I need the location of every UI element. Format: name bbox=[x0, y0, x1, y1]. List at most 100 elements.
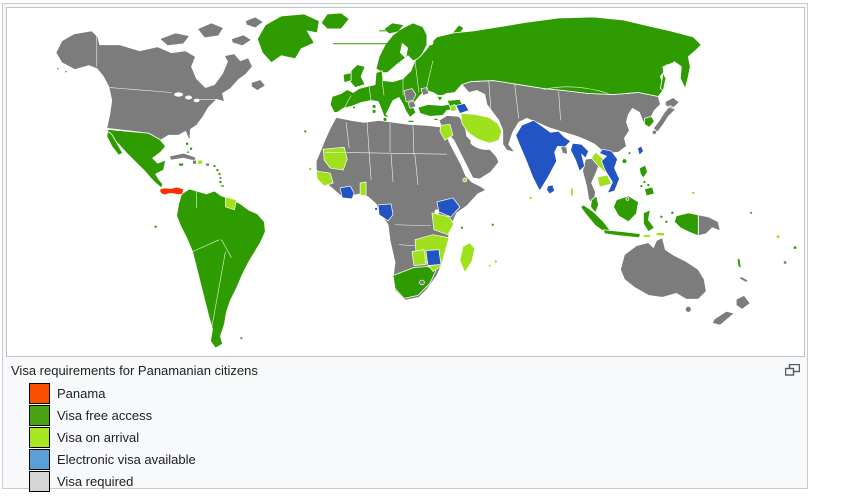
visa-free-overlays bbox=[352, 96, 655, 299]
region-greenland bbox=[256, 13, 320, 64]
region-balkans-gray bbox=[403, 88, 417, 109]
evisa-swatch bbox=[29, 449, 50, 471]
region-java bbox=[603, 229, 641, 239]
region-cuba bbox=[169, 152, 196, 162]
legend-label: Visa on arrival bbox=[57, 429, 140, 445]
sea-of-okhotsk bbox=[662, 62, 680, 85]
region-timor bbox=[656, 232, 665, 237]
visa-on-arrival-regions bbox=[197, 104, 781, 273]
region-crimea bbox=[436, 96, 444, 102]
region-south-america bbox=[176, 188, 266, 349]
region-png-west bbox=[673, 212, 699, 237]
region-comoros bbox=[459, 225, 464, 230]
region-japan bbox=[652, 97, 680, 133]
region-seychelles bbox=[490, 222, 495, 227]
region-azerbaijan bbox=[455, 103, 470, 114]
region-panama bbox=[159, 186, 184, 196]
region-arctic-islands bbox=[159, 16, 264, 47]
region-south-korea bbox=[644, 115, 655, 128]
region-india bbox=[515, 120, 571, 192]
visa-on-arrival-swatch bbox=[29, 427, 50, 449]
visa-required-overlays bbox=[218, 87, 630, 286]
world-map bbox=[55, 12, 798, 349]
map-image[interactable] bbox=[6, 7, 805, 357]
region-senegal-area bbox=[315, 170, 334, 187]
region-moldova bbox=[420, 87, 430, 96]
region-bangladesh bbox=[560, 145, 568, 155]
region-mauritania bbox=[322, 146, 348, 171]
region-taiwan bbox=[637, 145, 644, 156]
region-gabon bbox=[377, 203, 394, 222]
region-jamaica bbox=[178, 162, 184, 167]
caption-title: Visa requirements for Panamanian citizen… bbox=[11, 363, 258, 378]
region-australia bbox=[620, 237, 707, 300]
thumbnail-frame: Visa requirements for Panamanian citizen… bbox=[2, 3, 808, 493]
evisa-regions bbox=[339, 103, 644, 266]
region-zimbabwe bbox=[425, 249, 442, 266]
region-borneo bbox=[613, 195, 639, 223]
region-guyana-suriname bbox=[225, 196, 237, 211]
region-philippines bbox=[639, 164, 655, 197]
region-hong-kong bbox=[627, 151, 632, 156]
region-lesotho bbox=[419, 279, 425, 286]
region-djibouti bbox=[462, 177, 468, 183]
region-trinidad bbox=[220, 184, 225, 188]
region-hainan bbox=[621, 158, 628, 164]
region-brunei bbox=[625, 197, 630, 201]
region-andaman bbox=[570, 187, 574, 197]
region-palau bbox=[691, 191, 696, 195]
country-border-lines bbox=[96, 34, 609, 330]
panama-swatch bbox=[29, 383, 50, 405]
legend-item-visa-on-arrival: Visa on arrival bbox=[29, 427, 799, 449]
region-sri-lanka bbox=[546, 184, 555, 195]
region-north-america bbox=[55, 30, 253, 142]
region-uk bbox=[348, 64, 366, 88]
region-malay-peninsula bbox=[590, 195, 599, 214]
magnify-icon[interactable] bbox=[785, 364, 800, 376]
legend-item-visa-required: Visa required bbox=[29, 471, 799, 493]
region-armenia bbox=[449, 104, 458, 112]
region-vietnam bbox=[599, 148, 620, 194]
region-sulawesi bbox=[643, 209, 655, 233]
region-tasmania bbox=[684, 305, 692, 313]
legend-label: Visa free access bbox=[57, 407, 153, 423]
region-myanmar bbox=[570, 142, 589, 172]
legend-item-evisa: Electronic visa available bbox=[29, 449, 799, 471]
legend-label: Visa required bbox=[57, 473, 134, 489]
region-israel-jordan bbox=[439, 123, 454, 141]
region-vanuatu bbox=[736, 257, 742, 269]
legend-item-panama: Panama bbox=[29, 383, 799, 405]
region-new-zealand bbox=[711, 294, 751, 326]
region-new-caledonia bbox=[738, 276, 749, 283]
region-kenya bbox=[436, 197, 461, 218]
legend-item-visa-free: Visa free access bbox=[29, 405, 799, 427]
region-ireland bbox=[342, 72, 352, 83]
region-maldives bbox=[528, 195, 533, 200]
region-iceland bbox=[320, 12, 350, 30]
visa-required-swatch bbox=[29, 471, 50, 493]
region-newfoundland bbox=[250, 79, 266, 91]
region-madagascar bbox=[459, 242, 476, 273]
visa-free-swatch bbox=[29, 405, 50, 427]
region-iran bbox=[460, 113, 503, 144]
region-baja bbox=[106, 130, 124, 156]
territory-connector-lines bbox=[333, 30, 406, 53]
region-galapagos bbox=[153, 224, 158, 229]
region-canary bbox=[303, 129, 308, 134]
legend-label: Panama bbox=[57, 385, 106, 401]
region-ivory-coast bbox=[339, 185, 355, 200]
lake-victoria bbox=[434, 209, 440, 215]
region-mexico-central-america bbox=[106, 128, 167, 189]
region-south-africa bbox=[392, 266, 437, 299]
region-togo bbox=[359, 181, 367, 197]
persian-gulf bbox=[470, 140, 490, 150]
region-tanzania bbox=[431, 212, 455, 236]
region-cape-verde bbox=[308, 167, 313, 172]
caption-panel: Visa requirements for Panamanian citizen… bbox=[3, 358, 807, 493]
legend-label: Electronic visa available bbox=[57, 451, 196, 467]
region-dominican-republic bbox=[197, 159, 203, 165]
region-sao-tome bbox=[374, 207, 378, 211]
region-botswana bbox=[411, 249, 427, 266]
region-mauritius bbox=[493, 259, 498, 264]
